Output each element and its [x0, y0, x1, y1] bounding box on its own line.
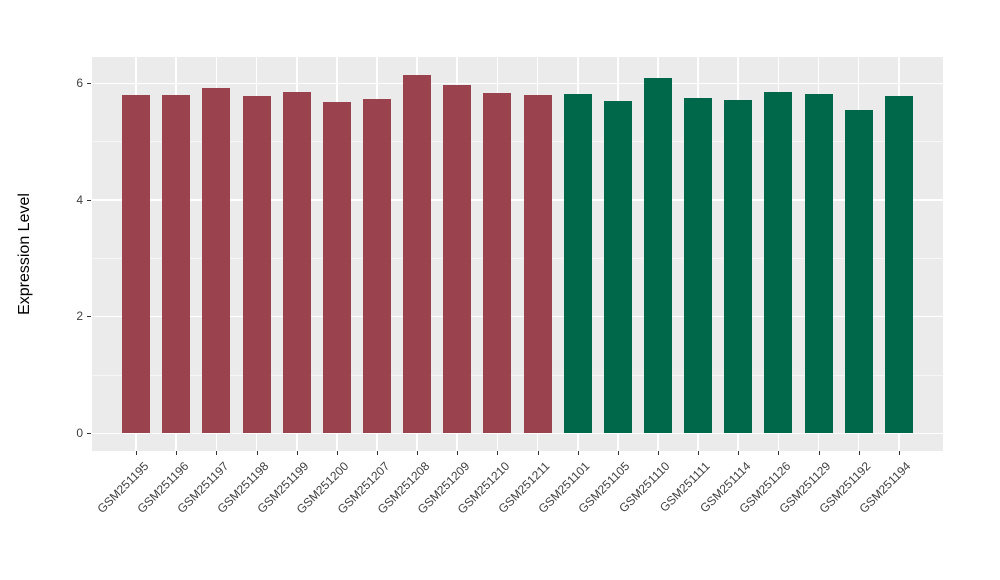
major-gridline: [92, 432, 943, 435]
bar-GSM251200: [322, 102, 351, 433]
x-tick-mark: [577, 451, 579, 455]
y-tick-label: 6: [76, 76, 83, 90]
x-tick-mark: [417, 451, 419, 455]
bar-GSM251207: [362, 98, 392, 433]
y-tick-mark: [87, 433, 91, 434]
y-tick-mark: [87, 316, 91, 318]
bar-GSM251111: [684, 97, 713, 433]
x-tick-mark: [617, 451, 619, 455]
bar-GSM251208: [403, 74, 432, 433]
y-tick-label: 0: [76, 426, 83, 440]
bar-GSM251209: [443, 85, 472, 433]
bar-GSM251126: [764, 91, 793, 433]
x-tick-mark: [698, 451, 700, 455]
bar-GSM251110: [643, 77, 673, 433]
minor-gridline: [92, 374, 943, 376]
x-tick-mark: [377, 451, 378, 455]
bar-GSM251129: [804, 93, 833, 433]
x-tick-mark: [216, 451, 218, 455]
x-tick-mark: [176, 451, 178, 455]
minor-gridline: [92, 141, 943, 143]
x-tick-mark: [256, 451, 258, 455]
bar-GSM251199: [282, 92, 311, 433]
bar-GSM251114: [724, 99, 753, 433]
x-tick-mark: [336, 451, 338, 455]
plot-panel: [92, 57, 943, 451]
major-gridline: [92, 82, 943, 85]
bar-GSM251101: [563, 93, 592, 433]
bar-GSM251210: [483, 92, 512, 433]
bar-GSM251196: [162, 94, 191, 433]
x-tick-mark: [657, 451, 659, 455]
y-axis-title: Expression Level: [16, 193, 33, 315]
bar-GSM251197: [202, 88, 231, 433]
x-tick-mark: [738, 451, 740, 455]
major-gridline: [92, 199, 943, 201]
x-tick-mark: [778, 451, 780, 455]
y-tick-label: 4: [76, 192, 83, 207]
bar-GSM251198: [242, 96, 271, 433]
x-tick-mark: [818, 451, 820, 455]
y-tick-mark: [87, 199, 91, 201]
minor-gridline: [92, 258, 943, 259]
bar-GSM251194: [884, 95, 913, 433]
bar-GSM251105: [603, 100, 632, 433]
y-tick-label: 2: [76, 309, 83, 324]
x-tick-mark: [898, 451, 900, 455]
y-tick-mark: [87, 83, 91, 84]
major-gridline: [92, 315, 943, 318]
x-tick-mark: [296, 451, 298, 455]
bar-GSM251195: [122, 94, 151, 433]
bar-GSM251211: [523, 94, 552, 433]
x-tick-mark: [497, 451, 499, 455]
x-tick-mark: [858, 451, 860, 455]
bar-GSM251192: [844, 110, 873, 433]
x-tick-mark: [537, 451, 539, 455]
x-tick-mark: [457, 451, 459, 455]
x-tick-mark: [136, 451, 138, 455]
